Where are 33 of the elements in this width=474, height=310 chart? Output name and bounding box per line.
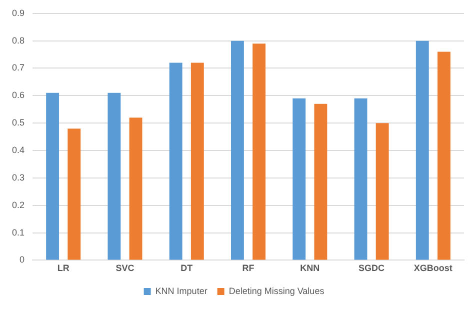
x-tick-label: LR [57,263,70,274]
x-tick-label: SVC [116,263,135,274]
bar [169,62,182,260]
legend-label: KNN Imputer [155,286,208,296]
y-tick-label: 0.1 [12,227,25,238]
x-tick-label: RF [242,263,255,274]
y-tick-label: 0.3 [12,172,25,182]
x-tick-label: SGDC [358,263,386,274]
y-tick-label: 0.5 [12,118,25,128]
bar [190,62,204,260]
bar [252,44,266,260]
bar [354,98,368,260]
legend-label: Deleting Missing Values [228,286,325,296]
y-tick-label: 0.2 [12,200,25,210]
x-tick-label: DT [180,263,194,274]
bar [292,98,306,260]
bar [437,52,450,260]
bar [108,92,121,260]
y-tick-label: 0 [19,254,25,265]
bar [46,92,60,260]
bar [416,40,429,260]
y-tick-label: 0.8 [12,35,25,46]
y-tick-label: 0.4 [12,144,25,155]
bar [376,123,389,260]
bar [129,118,142,260]
bar [230,40,244,260]
x-tick-label: KNN [300,263,320,274]
bar [68,128,81,260]
y-tick-label: 0.6 [12,90,25,100]
y-tick-label: 0.7 [12,62,25,73]
y-tick-label: 0.9 [12,8,25,18]
x-tick-label: XGBoost [414,263,452,274]
bar [314,104,328,260]
